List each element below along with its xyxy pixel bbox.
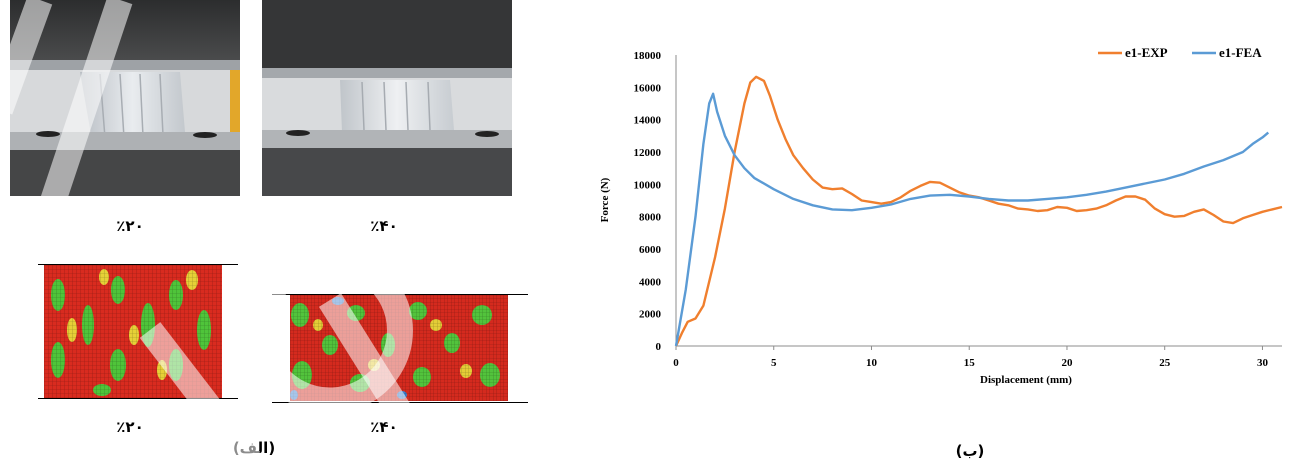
chart-legend: e1-EXP e1-FEA xyxy=(1098,45,1262,60)
fea-contour-40 xyxy=(290,295,508,401)
y-tick-label: 8000 xyxy=(639,212,662,224)
photo-label-20: ٪۲۰ xyxy=(116,217,144,235)
specimen-photo-20-image xyxy=(10,0,240,196)
fea-contour-20-image xyxy=(44,265,222,398)
x-tick-label: 25 xyxy=(1159,357,1171,369)
series-line-e1-EXP xyxy=(674,75,1283,347)
y-tick-label: 10000 xyxy=(634,179,662,191)
fea-label-40: ٪۴۰ xyxy=(370,418,398,436)
specimen-photo-40-image xyxy=(262,0,512,196)
x-tick-label: 0 xyxy=(673,357,679,369)
panel-caption-left: (الف) xyxy=(232,439,276,457)
chart-axes: 0 5 10 15 20 25 30 0 2000 4000 6000 8000 10000 12000 1… xyxy=(634,50,1282,369)
fea-contour-40-image xyxy=(290,295,508,401)
y-tick-label: 14000 xyxy=(634,115,662,127)
chart-series xyxy=(674,75,1283,347)
fea-20-bottom-line xyxy=(38,398,238,399)
y-tick-label: 2000 xyxy=(639,309,662,321)
y-tick-label: 0 xyxy=(656,341,662,353)
x-axis-label: Displacement (mm) xyxy=(980,374,1072,386)
specimen-photo-40 xyxy=(262,0,512,196)
series-line-e1-FEA xyxy=(674,92,1270,347)
legend-label: e1-EXP xyxy=(1125,45,1168,60)
x-tick-label: 30 xyxy=(1257,357,1269,369)
fea-40-bottom-line xyxy=(272,402,528,403)
fea-contour-20 xyxy=(44,265,222,398)
fea-20-top-line xyxy=(38,264,238,265)
y-tick-label: 6000 xyxy=(639,244,662,256)
x-tick-label: 10 xyxy=(866,357,878,369)
panel-caption-right: (ب) xyxy=(955,442,985,460)
force-displacement-chart: 0 5 10 15 20 25 30 0 2000 4000 6000 8000 10000 12000 1… xyxy=(599,45,1283,386)
y-tick-label: 16000 xyxy=(634,82,662,94)
y-axis-label: Force (N) xyxy=(599,177,611,222)
legend-label: e1-FEA xyxy=(1219,45,1262,60)
fea-label-20: ٪۲۰ xyxy=(116,418,144,436)
y-tick-label: 12000 xyxy=(634,147,662,159)
specimen-photo-20 xyxy=(10,0,240,196)
x-tick-label: 5 xyxy=(771,357,777,369)
x-tick-label: 15 xyxy=(964,357,976,369)
y-tick-label: 4000 xyxy=(639,276,662,288)
y-tick-label: 18000 xyxy=(634,50,662,62)
photo-label-40: ٪۴۰ xyxy=(370,217,398,235)
x-tick-label: 20 xyxy=(1061,357,1073,369)
